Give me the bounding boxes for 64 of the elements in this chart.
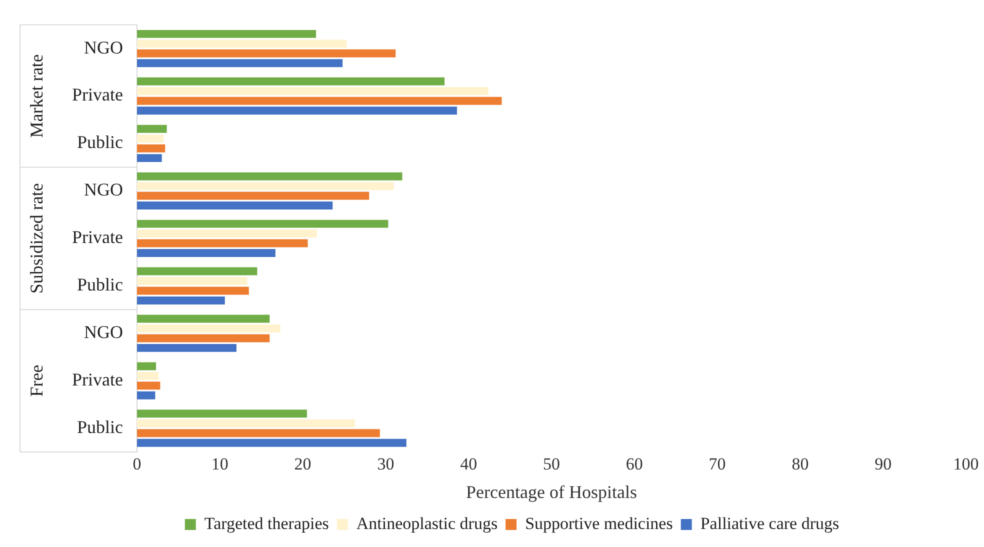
x-tick-label: 90 (874, 454, 892, 474)
bar (136, 87, 488, 96)
bar (136, 202, 333, 210)
bar (136, 172, 402, 180)
legend-label: Palliative care drugs (700, 514, 840, 533)
bar (136, 296, 225, 304)
bar (136, 96, 502, 105)
bar (136, 286, 249, 295)
bar (136, 30, 316, 38)
x-tick-label: 10 (211, 454, 228, 474)
y-tick-label: Private (72, 84, 123, 105)
bar (136, 249, 276, 257)
bar (136, 154, 162, 162)
x-tick-label: 30 (377, 454, 394, 474)
bar (136, 438, 406, 447)
text: Market rate (26, 54, 47, 138)
x-tick-label: 70 (708, 454, 726, 474)
bar (136, 77, 445, 86)
legend-label: Targeted therapies (204, 514, 329, 533)
y-tick-label: Private (72, 227, 123, 248)
y-tick-label: NGO (84, 322, 123, 342)
bar (136, 49, 396, 58)
x-axis-title: Percentage of Hospitals (466, 482, 637, 502)
bar (136, 277, 248, 285)
y-tick-label: Public (76, 274, 123, 295)
bar (136, 391, 156, 400)
x-tick-label: 20 (294, 454, 312, 474)
text: Subsidized rate (26, 183, 47, 294)
bar (136, 267, 258, 276)
bar (136, 239, 308, 248)
bar (136, 429, 380, 438)
bar (136, 334, 270, 342)
bar (136, 40, 347, 48)
bar (136, 419, 356, 428)
x-tick-label: 60 (626, 454, 643, 474)
bar (136, 134, 164, 143)
bar (136, 220, 388, 228)
x-tick-label: 100 (953, 454, 979, 474)
bar (136, 182, 394, 190)
bar (136, 382, 160, 390)
x-tick-label: 40 (460, 454, 478, 474)
bar (136, 230, 317, 238)
y-tick-label: Public (76, 132, 123, 152)
x-tick-label: 50 (542, 454, 560, 474)
y-tick-label: NGO (84, 37, 123, 58)
x-tick-label: 80 (792, 454, 809, 474)
bar (136, 59, 343, 68)
legend-label: Antineoplastic drugs (356, 514, 498, 533)
bar (136, 372, 159, 380)
bar (136, 362, 156, 370)
y-tick-label: Public (76, 417, 123, 437)
bar (136, 144, 166, 152)
bar (136, 192, 370, 200)
bar (136, 324, 280, 332)
legend-label: Supportive medicines (525, 514, 673, 533)
bar (136, 106, 457, 115)
y-tick-label: NGO (84, 180, 123, 200)
text: Free (26, 364, 47, 397)
bar (136, 314, 270, 323)
bar (136, 410, 307, 418)
y-tick-label: Private (72, 370, 123, 390)
x-tick-label: 0 (132, 454, 142, 474)
bar (136, 124, 167, 133)
bar (136, 344, 236, 352)
